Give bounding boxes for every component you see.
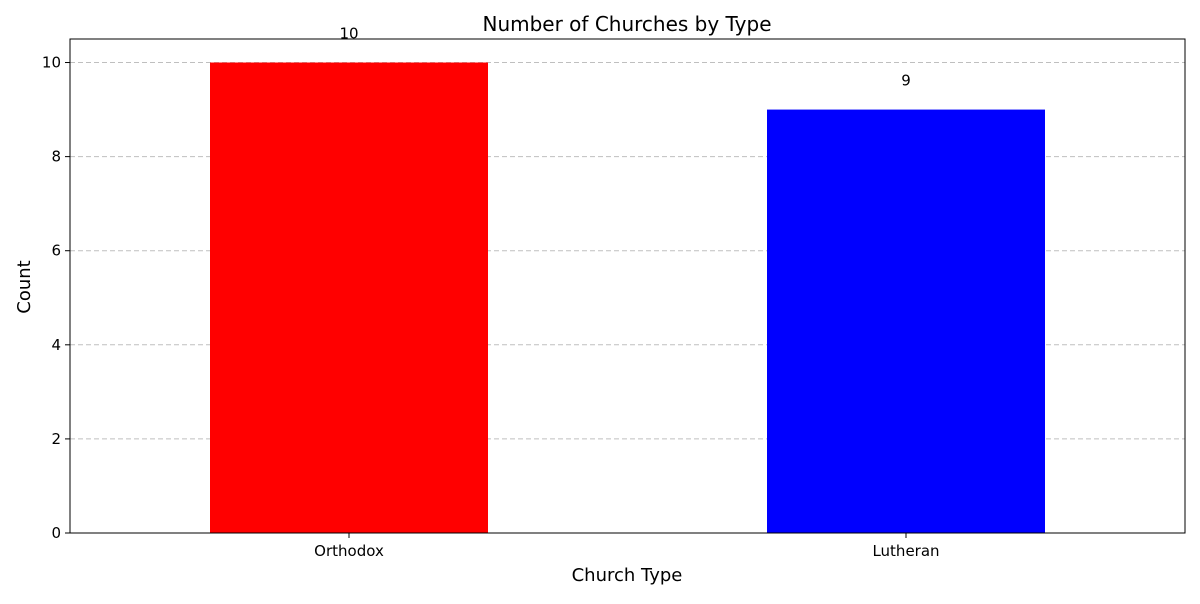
x-axis-label: Church Type (572, 565, 683, 586)
x-tick-label: Orthodox (314, 542, 384, 560)
y-axis-ticks: 0 2 4 6 8 10 (42, 54, 70, 542)
y-axis-label: Count (14, 260, 35, 313)
y-tick-label: 0 (51, 524, 61, 542)
bar-value-label: 10 (339, 25, 358, 43)
y-tick-label: 4 (51, 336, 61, 354)
bar-value-label: 9 (901, 72, 911, 90)
x-tick-label: Lutheran (872, 542, 939, 560)
bars (210, 62, 1045, 534)
data-labels: 10 9 (339, 25, 910, 90)
plot-area-frame (69, 38, 1186, 534)
y-tick-label: 2 (51, 430, 61, 448)
y-tick-label: 6 (51, 242, 61, 260)
y-tick-label: 8 (51, 148, 61, 166)
chart-title: Number of Churches by Type (482, 12, 771, 36)
y-tick-label: 10 (42, 54, 61, 72)
bar (767, 109, 1045, 534)
x-axis-ticks: Orthodox Lutheran (314, 533, 940, 560)
bar (210, 62, 488, 534)
